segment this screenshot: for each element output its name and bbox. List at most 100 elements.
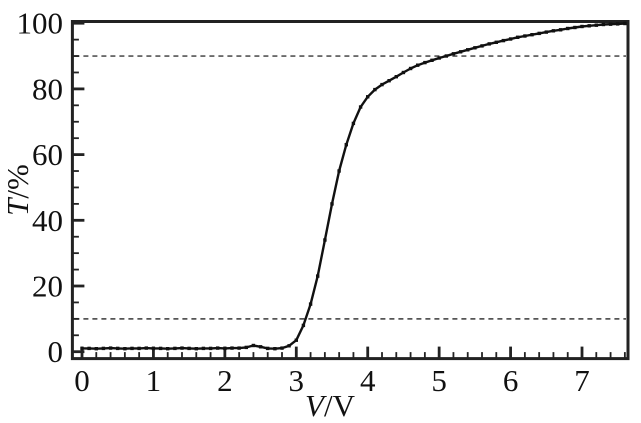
data-point — [337, 169, 341, 173]
data-point — [116, 346, 120, 351]
data-point — [623, 21, 627, 26]
x-axis-symbol: V — [305, 388, 327, 423]
data-point — [101, 346, 106, 351]
data-point — [294, 338, 298, 342]
data-point — [523, 34, 527, 38]
data-point — [487, 42, 491, 46]
data-point — [408, 66, 413, 71]
data-point — [173, 346, 177, 351]
data-point — [123, 347, 127, 351]
data-point — [530, 33, 534, 37]
data-point — [137, 346, 141, 351]
data-point — [373, 87, 377, 92]
data-curve — [80, 22, 627, 350]
data-point — [144, 346, 148, 350]
data-point — [451, 52, 456, 56]
data-point — [473, 46, 477, 50]
data-point — [480, 44, 484, 48]
data-point — [551, 29, 556, 33]
data-point — [158, 346, 163, 351]
data-point — [280, 346, 284, 350]
data-point — [416, 63, 420, 67]
data-point — [580, 24, 584, 29]
data-point — [323, 238, 327, 242]
axis-ticks — [72, 21, 626, 359]
data-point — [301, 323, 306, 328]
data-point — [251, 343, 256, 348]
x-tick-label-4: 4 — [360, 363, 376, 398]
x-tick-label-1: 1 — [146, 363, 162, 398]
y-axis-label: T/% — [0, 164, 35, 216]
data-point — [351, 121, 356, 126]
data-point — [223, 346, 227, 351]
data-point — [601, 22, 606, 27]
data-point — [208, 346, 213, 351]
data-point — [430, 58, 434, 62]
data-point — [308, 302, 313, 306]
data-point — [380, 82, 384, 87]
data-point — [94, 347, 98, 351]
data-point — [516, 35, 520, 39]
data-point — [466, 48, 470, 52]
y-tick-label-80: 80 — [32, 71, 63, 106]
data-point — [394, 75, 398, 79]
data-point — [230, 346, 234, 350]
tick-labels: 0 1 2 3 4 5 6 7 0 20 40 60 80 100 — [17, 6, 590, 398]
x-axis-unit: /V — [324, 388, 356, 423]
data-point — [437, 56, 441, 60]
data-point — [166, 347, 170, 351]
y-axis-unit: /% — [0, 164, 35, 198]
data-point — [216, 346, 220, 350]
data-point — [387, 79, 391, 83]
data-point — [180, 346, 184, 350]
y-tick-label-0: 0 — [48, 334, 64, 369]
data-point-markers — [80, 21, 627, 351]
data-point — [130, 346, 134, 351]
data-point — [287, 344, 291, 348]
data-point — [558, 28, 563, 32]
data-point — [151, 346, 156, 351]
data-point — [544, 30, 548, 34]
data-point — [587, 24, 591, 28]
data-point — [273, 347, 277, 351]
data-point — [594, 23, 598, 27]
y-axis-symbol: T — [0, 196, 35, 216]
data-point — [266, 346, 270, 351]
data-point — [501, 38, 506, 43]
data-point — [608, 22, 613, 26]
y-tick-label-20: 20 — [32, 269, 63, 304]
data-point — [344, 143, 348, 147]
data-point — [494, 40, 498, 44]
data-point — [423, 60, 427, 65]
data-point — [330, 202, 334, 206]
data-point — [258, 345, 263, 349]
data-point — [616, 22, 620, 26]
x-tick-label-7: 7 — [574, 363, 590, 398]
data-point — [358, 105, 363, 109]
reference-lines — [74, 55, 626, 320]
data-point — [187, 346, 191, 351]
x-tick-label-6: 6 — [503, 363, 519, 398]
data-point — [237, 346, 241, 350]
data-point — [458, 50, 463, 54]
data-point — [508, 37, 513, 41]
data-point — [201, 346, 206, 351]
data-point — [316, 274, 320, 278]
data-point — [573, 25, 577, 30]
x-tick-label-2: 2 — [217, 363, 233, 398]
x-tick-label-0: 0 — [74, 363, 90, 398]
y-tick-label-60: 60 — [32, 137, 63, 172]
data-point — [87, 346, 91, 351]
y-tick-label-100: 100 — [17, 6, 64, 41]
x-tick-label-5: 5 — [431, 363, 447, 398]
y-tick-label-40: 40 — [32, 203, 63, 238]
data-point — [366, 95, 370, 99]
data-point — [108, 346, 113, 350]
data-point — [194, 347, 198, 351]
data-point — [537, 31, 541, 36]
data-point — [444, 54, 448, 58]
plot-frame — [70, 20, 630, 361]
data-point — [401, 70, 406, 75]
